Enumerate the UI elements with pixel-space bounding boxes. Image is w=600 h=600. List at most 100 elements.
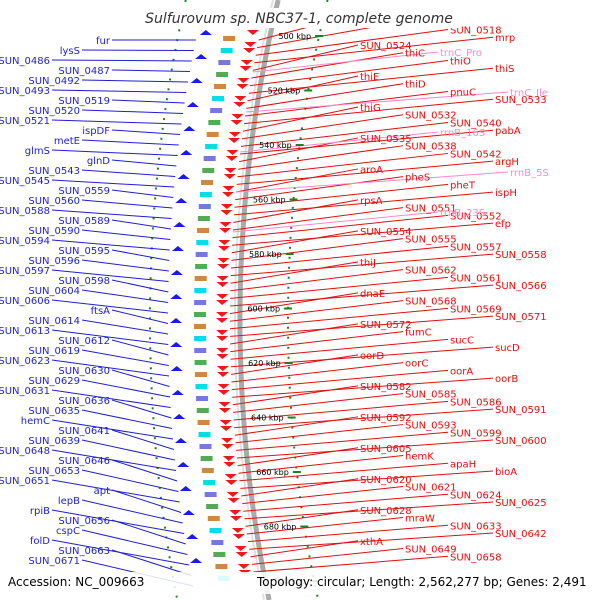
right-leader-line [255, 28, 449, 56]
reverse-gene-glyph [231, 528, 244, 533]
right-leader-line [231, 362, 404, 383]
left-leader-line [81, 499, 183, 524]
left-gene-label: SUN_0623 [0, 356, 50, 367]
forward-gene-glyph [171, 390, 184, 395]
right-gene-label: SUN_0555 [405, 235, 457, 246]
reverse-gene-glyph [230, 120, 243, 125]
right-gene-label: thiG [360, 103, 381, 114]
left-gene-label: SUN_0648 [0, 446, 50, 457]
reverse-gene-glyph [219, 228, 232, 233]
reverse-gene-glyph [235, 552, 248, 557]
right-gene-label: apaH [450, 459, 476, 470]
reverse-gene-glyph [217, 390, 230, 395]
cog-category-block [209, 528, 222, 533]
left-leader-line [111, 159, 177, 167]
rna-gene-label: rrnB_23S [440, 208, 485, 219]
right-leader-line [246, 83, 404, 109]
right-leader-line [230, 284, 494, 307]
right-gene-label: SUN_0585 [405, 390, 457, 401]
right-leader-line [233, 400, 449, 421]
forward-gene-glyph [186, 102, 199, 107]
left-gene-label: cspC [56, 526, 80, 537]
right-leader-line [232, 385, 359, 406]
right-leader-line [236, 431, 449, 451]
left-gene-label: SUN_0656 [58, 516, 110, 527]
cog-category-block [194, 300, 207, 305]
scale-tick-label: 500 kbp [278, 32, 311, 41]
right-gene-label: SUN_0533 [495, 95, 547, 106]
reverse-gene-glyph [219, 420, 232, 425]
scale-tick-label: 540 kbp [259, 141, 292, 150]
right-leader-line [235, 424, 404, 444]
right-leader-line [253, 555, 449, 573]
right-leader-line [230, 261, 359, 284]
left-gene-label: SUN_0598 [58, 276, 110, 287]
right-leader-line [245, 509, 359, 527]
reverse-gene-glyph [219, 222, 232, 227]
right-gene-label: thiO [450, 56, 471, 67]
left-leader-line [111, 219, 171, 230]
left-gene-label: SUN_0614 [28, 316, 80, 327]
cog-category-block [194, 348, 207, 353]
forward-gene-glyph [170, 318, 183, 323]
cog-category-block [194, 360, 207, 365]
cog-category-block [213, 552, 226, 557]
forward-gene-glyph [179, 486, 192, 491]
rna-leader-line [245, 91, 509, 113]
forward-gene-glyph [173, 222, 186, 227]
cog-category-block [199, 444, 212, 449]
left-gene-label: SUN_0590 [28, 226, 80, 237]
reverse-gene-glyph [237, 564, 250, 569]
right-leader-line [230, 253, 494, 277]
left-gene-label: SUN_0630 [58, 366, 110, 377]
reverse-gene-glyph [218, 408, 231, 413]
right-leader-line [230, 346, 494, 368]
left-leader-line [51, 179, 175, 188]
left-gene-label: SUN_0594 [0, 236, 50, 247]
left-gene-label: SUN_0619 [28, 346, 80, 357]
left-leader-line [81, 349, 169, 366]
left-gene-label: SUN_0545 [0, 176, 50, 187]
left-leader-line [81, 259, 169, 272]
left-leader-line [111, 519, 186, 545]
left-gene-label: SUN_0641 [58, 426, 110, 437]
left-gene-label: SUN_0651 [0, 476, 50, 487]
right-leader-line [241, 478, 359, 497]
right-leader-line [233, 393, 404, 413]
right-gene-label: thiD [405, 80, 426, 91]
left-gene-label: folD [30, 536, 50, 547]
cog-category-block [201, 468, 214, 473]
left-leader-line [111, 369, 170, 387]
right-gene-label: SUN_0566 [495, 281, 547, 292]
cog-category-block [223, 36, 236, 41]
right-gene-label: fumC [405, 328, 432, 339]
right-gene-label: hemK [405, 452, 434, 463]
right-gene-label: pnuC [450, 87, 476, 98]
reverse-gene-glyph [216, 366, 229, 371]
right-leader-line [245, 90, 449, 117]
right-gene-label: SUN_0649 [405, 545, 457, 556]
right-leader-line [243, 493, 449, 512]
right-leader-line [247, 524, 449, 543]
left-gene-label: fur [96, 36, 111, 47]
left-gene-label: SUN_0543 [28, 166, 80, 177]
right-gene-label: SUN_0558 [495, 250, 547, 261]
right-leader-line [242, 106, 359, 132]
cog-category-block [194, 372, 207, 377]
left-leader-line [81, 529, 188, 555]
reverse-gene-glyph [223, 462, 236, 467]
forward-gene-glyph [170, 294, 183, 299]
right-leader-line [238, 455, 404, 474]
reverse-gene-glyph [226, 492, 239, 497]
cog-category-block [200, 456, 213, 461]
scale-tick-label: 620 kbp [248, 359, 281, 368]
left-leader-line [111, 249, 170, 261]
reverse-gene-glyph [230, 516, 243, 521]
right-leader-line [230, 245, 449, 269]
right-gene-label: SUN_0633 [450, 521, 502, 532]
left-gene-label: SUN_0635 [28, 406, 80, 417]
right-leader-line [247, 75, 359, 102]
left-leader-line [111, 399, 172, 419]
